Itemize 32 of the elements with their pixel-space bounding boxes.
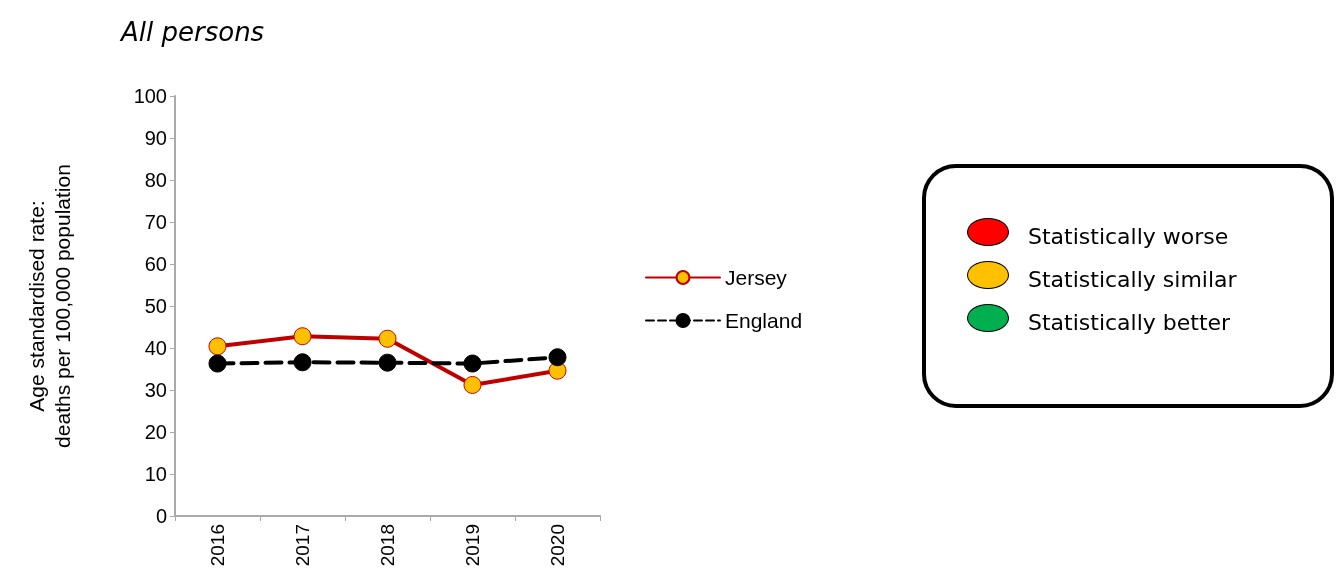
y-tick-label: 50 xyxy=(144,295,167,317)
y-tick-label: 0 xyxy=(155,505,167,527)
y-tick-label: 20 xyxy=(144,421,167,443)
text: Statistically worse xyxy=(1028,224,1229,249)
point xyxy=(463,354,482,373)
y-tick-label: 10 xyxy=(144,463,167,485)
y-axis-title: Age standardised rate: deaths per 100,000 population xyxy=(24,164,74,448)
y-tick-label: 80 xyxy=(144,169,167,191)
x-tick-label: 2020 xyxy=(547,524,568,567)
legend-label: England xyxy=(725,309,803,332)
point xyxy=(293,327,312,346)
point xyxy=(378,329,397,348)
y-tick-label: 40 xyxy=(144,337,167,359)
text: Statistically similar xyxy=(1028,267,1237,292)
legend-label: Jersey xyxy=(725,266,788,289)
y-tick-label: 100 xyxy=(133,85,167,107)
point xyxy=(208,354,227,373)
text: Statistically better xyxy=(1028,310,1231,335)
y-tick-label: 70 xyxy=(144,211,167,233)
chart-title: All persons xyxy=(119,17,265,47)
y-tick-label: 90 xyxy=(144,127,167,149)
x-tick-label: 2016 xyxy=(207,524,228,567)
point xyxy=(208,337,227,356)
y-tick-label: 30 xyxy=(144,379,167,401)
point xyxy=(548,348,567,367)
y-tick-label: 60 xyxy=(144,253,167,275)
x-tick-label: 2018 xyxy=(377,524,398,567)
point xyxy=(378,353,397,372)
x-tick-label: 2017 xyxy=(292,524,313,567)
point xyxy=(293,353,312,372)
x-tick-label: 2019 xyxy=(462,524,483,567)
point xyxy=(463,375,482,394)
